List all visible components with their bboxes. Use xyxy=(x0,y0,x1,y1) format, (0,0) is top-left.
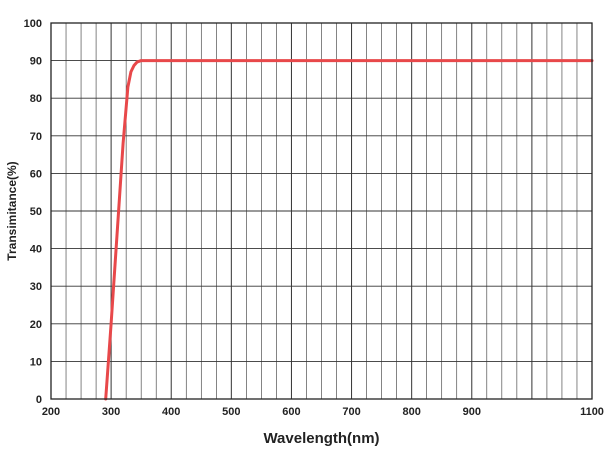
x-tick-labels: 200 300 400 500 600 700 800 900 1100 xyxy=(42,406,604,418)
x-tick-label: 600 xyxy=(282,406,300,418)
x-axis-title: Wavelength(nm) xyxy=(263,430,379,447)
y-tick-labels: 0 10 20 30 40 50 60 70 80 90 100 xyxy=(24,18,42,406)
y-axis-title: Transimitance(%) xyxy=(5,161,19,260)
major-gridlines xyxy=(51,23,592,399)
y-tick-label: 0 xyxy=(36,394,42,406)
plot-frame xyxy=(50,22,593,400)
x-tick-label: 800 xyxy=(402,406,420,418)
x-tick-label: 300 xyxy=(102,406,120,418)
y-tick-label: 10 xyxy=(30,356,42,368)
x-tick-label: 200 xyxy=(42,406,60,418)
y-tick-label: 30 xyxy=(30,281,42,293)
x-tick-label: 700 xyxy=(342,406,360,418)
y-tick-label: 70 xyxy=(30,131,42,143)
series-layer xyxy=(104,59,594,401)
y-tick-label: 50 xyxy=(30,206,42,218)
transmittance-series-line xyxy=(104,59,594,401)
x-tick-label: 500 xyxy=(222,406,240,418)
x-tick-label: 1100 xyxy=(580,406,604,418)
y-tick-label: 40 xyxy=(30,244,42,256)
y-tick-label: 20 xyxy=(30,319,42,331)
y-tick-label: 80 xyxy=(30,93,42,105)
x-tick-label: 900 xyxy=(463,406,481,418)
y-tick-label: 100 xyxy=(24,18,42,30)
x-tick-label: 400 xyxy=(162,406,180,418)
y-tick-label: 60 xyxy=(30,168,42,180)
y-tick-label: 90 xyxy=(30,56,42,68)
